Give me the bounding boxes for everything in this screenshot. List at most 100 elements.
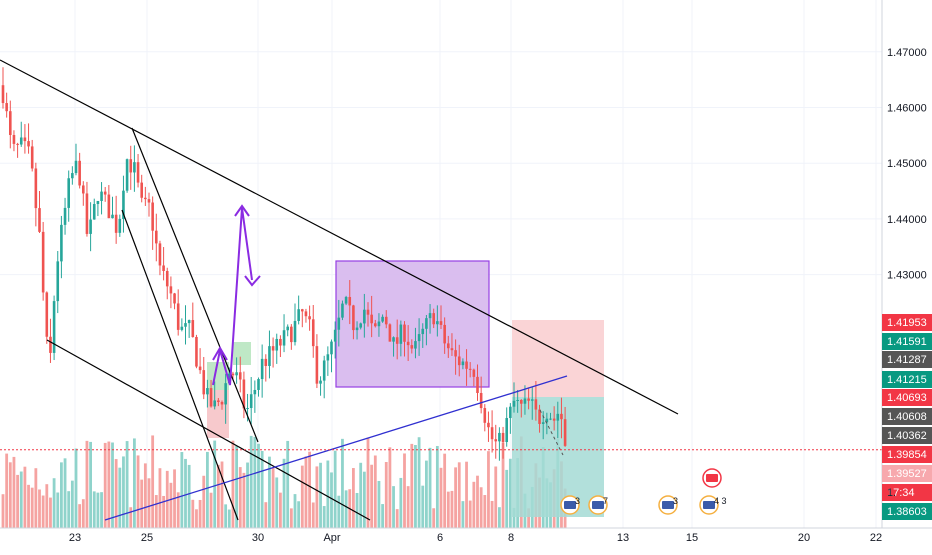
price-label-text: 1.40362 <box>887 430 927 442</box>
candle-body <box>275 338 279 351</box>
price-label-tag <box>882 389 932 406</box>
candle-body <box>78 160 81 186</box>
volume-bar <box>45 484 49 528</box>
candle-body <box>279 338 282 346</box>
candle-body <box>425 318 428 329</box>
candle-body <box>520 399 523 404</box>
candle-body <box>330 341 333 355</box>
candle-body <box>439 321 443 325</box>
flag-fill <box>706 474 718 482</box>
candle-body <box>315 346 319 384</box>
price-label-tag <box>882 503 932 520</box>
volume-bar <box>341 438 344 528</box>
price-label-text: 1.38603 <box>887 506 927 518</box>
volume-bar <box>271 467 275 528</box>
volume-bar <box>103 442 107 528</box>
volume-bar <box>12 456 16 528</box>
small-pink-box <box>207 390 229 438</box>
event-count: 7 <box>603 496 608 506</box>
candle-body <box>12 135 16 144</box>
volume-bar <box>275 477 279 528</box>
volume-bar <box>216 464 220 528</box>
volume-bar <box>472 481 476 528</box>
volume-bar <box>304 456 308 528</box>
price-label-text: 1.39527 <box>887 468 927 480</box>
volume-bar <box>206 451 209 528</box>
flag-fill <box>592 501 604 509</box>
candle-body <box>213 400 216 407</box>
volume-bar <box>352 468 355 528</box>
volume-bar <box>70 480 74 528</box>
candle-body <box>443 324 446 344</box>
x-tick-label: Apr <box>323 532 340 544</box>
volume-bar <box>74 448 78 528</box>
candle-body <box>129 159 133 173</box>
volume-bar <box>180 452 184 528</box>
candle-body <box>253 389 257 395</box>
candle-body <box>67 178 70 208</box>
candle-body <box>490 427 494 440</box>
candle-body <box>271 346 275 351</box>
price-label-tag <box>882 333 932 350</box>
volume-bar <box>399 477 403 528</box>
volume-bar <box>5 453 9 528</box>
x-tick-label: 30 <box>252 532 264 544</box>
volume-bar <box>96 492 100 528</box>
volume-bar <box>282 458 286 528</box>
volume-bar <box>89 441 92 528</box>
volume-bar <box>107 441 111 528</box>
candle-body <box>220 402 224 405</box>
volume-bar <box>359 462 363 528</box>
volume-bar <box>410 443 414 528</box>
volume-bar <box>468 500 472 528</box>
candle-body <box>530 399 534 401</box>
volume-bar <box>122 456 125 528</box>
candle-body <box>428 313 432 319</box>
volume-bar <box>395 509 399 528</box>
candle-body <box>352 305 355 331</box>
volume-bar <box>34 468 38 528</box>
volume-bar <box>176 492 180 528</box>
volume-bar <box>100 492 103 528</box>
candle-body <box>103 191 107 195</box>
volume-bar <box>195 509 198 528</box>
event-count: 3 <box>673 496 678 506</box>
volume-bar <box>231 440 235 528</box>
volume-bar <box>253 436 257 528</box>
candle-body <box>100 191 103 201</box>
candle-body <box>209 388 213 407</box>
volume-bar <box>260 450 264 528</box>
candle-body <box>344 296 348 304</box>
volume-bar <box>428 447 432 528</box>
volume-bar <box>224 504 228 528</box>
candle-body <box>184 323 187 327</box>
candle-body <box>96 200 100 205</box>
volume-bar <box>512 507 516 528</box>
candle-body <box>457 356 461 366</box>
volume-bar <box>114 459 118 528</box>
price-label-tag <box>882 351 932 368</box>
price-label-tag <box>882 371 932 388</box>
candle-body <box>406 341 410 346</box>
candle-body <box>162 265 165 271</box>
candle-body <box>319 380 322 384</box>
small-green-box <box>233 342 251 365</box>
volume-bar <box>198 499 202 528</box>
candle-body <box>556 413 560 421</box>
candle-body <box>374 323 377 327</box>
candle-body <box>133 162 136 173</box>
volume-bar <box>527 508 530 528</box>
candle-body <box>326 354 330 361</box>
volume-bar <box>457 462 461 528</box>
volume-bar <box>465 461 468 528</box>
volume-bar <box>209 492 213 528</box>
volume-bar <box>191 499 195 528</box>
price-label-text: 1.40693 <box>887 392 927 404</box>
candle-body <box>56 261 60 302</box>
event-count: 3 <box>575 496 580 506</box>
candle-body <box>71 173 74 179</box>
x-tick-label: 20 <box>798 532 810 544</box>
candle-body <box>187 320 191 324</box>
candle-body <box>82 185 85 194</box>
volume-bar <box>337 495 341 528</box>
